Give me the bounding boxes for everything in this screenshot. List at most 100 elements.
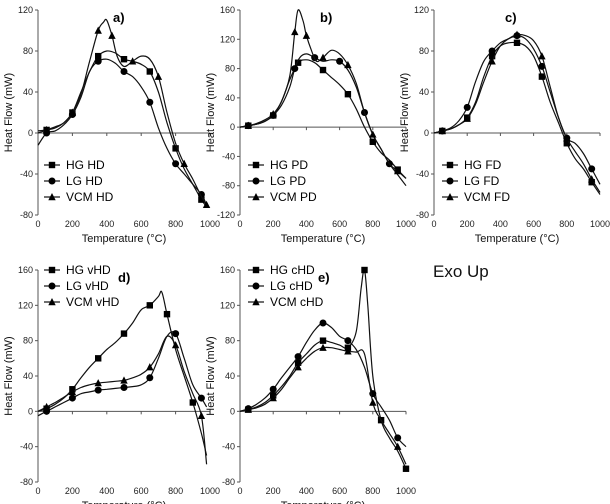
y-tick-label: 120 [18,5,33,15]
legend-marker [252,266,260,274]
data-point [269,385,277,393]
x-tick-label: 800 [168,219,183,229]
y-tick-label: -40 [20,169,33,179]
y-tick-label: 0 [424,128,429,138]
x-tick-label: 600 [332,486,347,496]
y-tick-label: 160 [220,5,235,15]
data-point [438,126,446,135]
series-line [37,290,208,456]
y-axis-label: Heat Flow (mW) [205,73,217,152]
data-point [291,27,299,36]
legend-entry: HG PD [270,158,308,172]
x-tick-label: 0 [431,219,436,229]
data-point [369,138,376,145]
data-point [172,160,180,168]
y-axis-label: Heat Flow (mW) [3,73,15,152]
data-point [171,341,180,349]
data-point [588,165,596,173]
data-point [488,52,496,60]
x-tick-label: 200 [65,486,80,496]
data-point [538,52,546,60]
series-line [433,41,601,195]
data-point [269,394,277,402]
data-point [269,109,277,118]
legend-entry: LG HD [66,174,103,188]
x-tick-label: 800 [365,486,380,496]
data-point [538,62,546,70]
data-point [202,200,211,208]
data-point [42,402,51,411]
y-tick-label: 40 [23,371,33,381]
legend-entry: HG HD [66,158,105,172]
x-tick-label: 200 [266,219,281,229]
x-axis-label: Temperature (°C) [281,233,365,245]
x-tick-label: 1000 [590,219,610,229]
x-tick-label: 1000 [396,219,416,229]
data-point [146,363,154,371]
data-point [197,394,205,402]
x-tick-label: 800 [365,219,380,229]
data-point [120,56,128,63]
data-point [120,330,128,337]
y-tick-label: -80 [20,210,33,220]
legend-entry: VCM cHD [270,295,324,309]
data-point [42,125,51,134]
data-point [154,72,163,80]
legend-marker [252,298,260,306]
x-tick-label: 800 [168,486,183,496]
legend-entry: LG PD [270,174,306,188]
x-axis-label: Temperature (°C) [475,233,559,245]
data-point [128,57,137,65]
y-tick-label: -40 [222,442,235,452]
data-point [244,121,252,129]
data-point [294,359,302,366]
series-line [37,18,208,206]
y-tick-label: 120 [220,34,235,44]
data-point [95,52,102,60]
legend-marker [252,177,260,185]
y-tick-label: 80 [23,336,33,346]
data-point [463,114,471,122]
data-point [369,398,377,406]
legend-marker [252,282,260,290]
panel-label: b) [320,10,332,25]
y-tick-label: 160 [18,265,33,275]
data-point [319,66,327,74]
x-tick-label: 400 [493,219,508,229]
data-point [394,434,402,442]
y-tick-label: 40 [419,87,429,97]
data-point [95,355,102,362]
data-point [146,302,153,309]
y-tick-label: -40 [416,169,429,179]
y-axis-label: Heat Flow (mW) [3,336,15,415]
data-point [94,379,102,387]
legend-marker [252,193,260,201]
legend-entry: VCM PD [270,190,317,204]
y-tick-label: 0 [28,128,33,138]
y-tick-label: -80 [20,477,33,487]
legend-entry: VCM FD [464,190,510,204]
data-point [369,130,377,138]
y-tick-label: 120 [414,5,429,15]
legend-marker [446,177,454,185]
panel-3: -80 -40 0 40 80 120 0 200 400 600 800 1000 Temperatu… [399,5,610,245]
data-point [294,363,302,371]
legend-marker [48,282,56,290]
data-point [336,57,344,65]
panel-label: a) [113,10,125,25]
legend-entry: LG cHD [270,279,313,293]
legend-entry: HG FD [464,158,502,172]
data-point [588,175,596,183]
y-tick-label: 40 [23,87,33,97]
data-point [163,310,171,318]
y-tick-label: 80 [23,46,33,56]
data-point [361,266,368,274]
data-point [538,73,546,80]
x-tick-label: 1000 [396,486,416,496]
y-tick-label: 120 [18,300,33,310]
data-point [463,103,471,111]
data-point [146,68,153,75]
data-point [394,167,402,175]
series-line [37,58,208,206]
